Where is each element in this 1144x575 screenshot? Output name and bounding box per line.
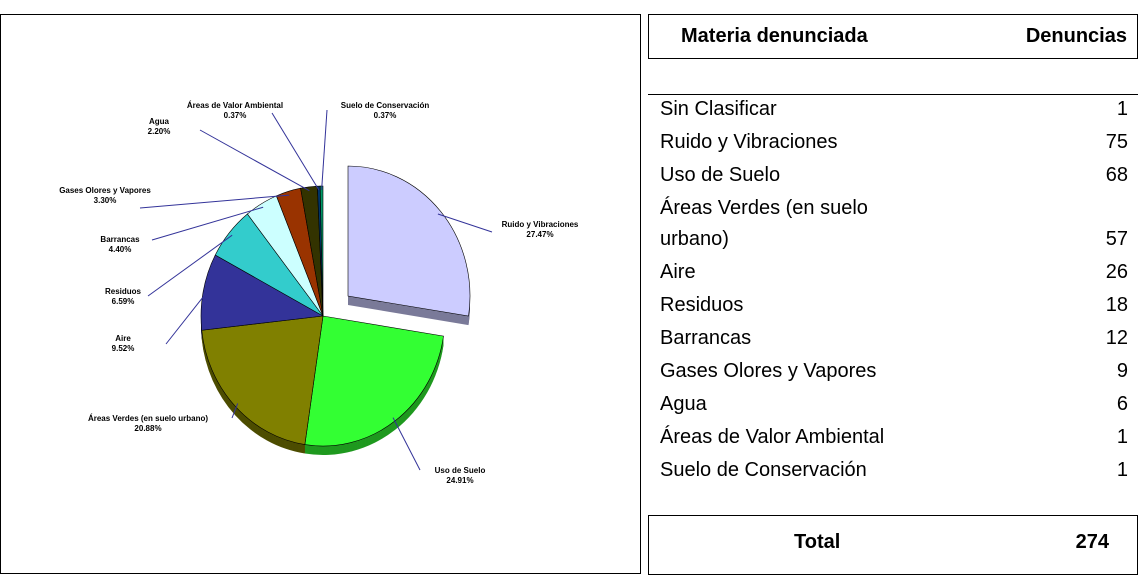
row-name: Residuos	[660, 294, 744, 316]
total-value: 274	[1075, 531, 1109, 553]
row-value: 57	[1105, 228, 1128, 250]
table-row: Residuos 18	[660, 290, 1128, 321]
slice-name: Áreas de Valor Ambiental	[186, 101, 284, 110]
slice-label: Gases Olores y Vapores 3.30%	[40, 186, 170, 206]
table-row: Gases Olores y Vapores 9	[660, 356, 1128, 387]
leader-line	[199, 129, 310, 192]
slice-percent: 2.20%	[147, 127, 171, 136]
table-row: Agua 6	[660, 389, 1128, 420]
slice-percent: 27.47%	[526, 230, 554, 239]
slice-name: Gases Olores y Vapores	[59, 186, 151, 195]
table-row: Áreas de Valor Ambiental 1	[660, 422, 1128, 453]
row-value: 6	[1116, 393, 1128, 415]
row-name: Sin Clasificar	[660, 98, 777, 120]
row-value: 75	[1105, 131, 1128, 153]
slice-percent: 9.52%	[111, 344, 135, 353]
row-name: Ruido y Vibraciones	[660, 131, 838, 153]
slice-name: Barrancas	[100, 235, 140, 244]
table-header: Materia denunciada Denuncias	[648, 14, 1138, 59]
header-cell: Denuncias	[1025, 25, 1127, 47]
slice-name: Suelo de Conservación	[340, 101, 430, 110]
pie-chart	[139, 109, 493, 471]
slice-percent: 0.37%	[373, 111, 397, 120]
table-total: Total 274	[648, 515, 1138, 575]
slice-name: Residuos	[104, 287, 141, 296]
slice	[347, 165, 471, 317]
leader-line	[437, 213, 493, 233]
slice-percent: 6.59%	[111, 297, 135, 306]
slice-name: Áreas Verdes (en suelo urbano)	[87, 414, 209, 423]
leader-line	[139, 194, 290, 209]
leader-line	[321, 109, 328, 190]
row-value: 1	[1116, 98, 1128, 120]
leader-line	[151, 206, 264, 241]
slice-label: Áreas Verdes (en suelo urbano) 20.88%	[83, 414, 213, 434]
table-row: Uso de Suelo 68	[660, 160, 1128, 191]
slice-label: Uso de Suelo 24.91%	[395, 466, 525, 486]
row-value: 26	[1105, 261, 1128, 283]
row-value: 12	[1105, 327, 1128, 349]
slice-label: Barrancas 4.40%	[55, 235, 185, 255]
slice-label: Agua 2.20%	[94, 117, 224, 137]
slice-label: Suelo de Conservación 0.37%	[320, 101, 450, 121]
leader-line	[147, 234, 233, 297]
leader-line	[165, 291, 208, 345]
row-name: Barrancas	[660, 327, 752, 349]
leader-line	[271, 112, 320, 191]
slice-label: Ruido y Vibraciones 27.47%	[475, 220, 605, 240]
slice-percent: 3.30%	[93, 196, 117, 205]
leader-line	[392, 417, 421, 471]
row-value: 9	[1116, 360, 1128, 382]
table-row: Sin Clasificar 1	[660, 94, 1128, 125]
table-row: Suelo de Conservación 1	[660, 455, 1128, 486]
table-row: Ruido y Vibraciones 75	[660, 127, 1128, 158]
row-name: Suelo de Conservación	[660, 459, 867, 481]
slice	[200, 254, 324, 331]
row-name: Aire	[660, 261, 696, 283]
slice	[201, 315, 324, 445]
slice-name: Aire	[115, 334, 131, 343]
row-name: Áreas de Valor Ambiental	[660, 426, 885, 448]
row-name: Agua	[660, 393, 707, 415]
row-name: Uso de Suelo	[660, 164, 781, 186]
table-row: Áreas Verdes (en suelo urbano) 57	[660, 193, 1128, 255]
row-value: 18	[1105, 294, 1128, 316]
slice-name: Ruido y Vibraciones	[501, 220, 579, 229]
row-value: 68	[1105, 164, 1128, 186]
slice-label: Áreas de Valor Ambiental 0.37%	[170, 101, 300, 121]
slice-label: Aire 9.52%	[58, 334, 188, 354]
slice-percent: 20.88%	[134, 424, 162, 433]
rule	[648, 94, 1138, 95]
slice-percent: 4.40%	[108, 245, 132, 254]
row-value: 1	[1116, 426, 1128, 448]
slice	[304, 315, 444, 447]
row-name: Gases Olores y Vapores	[660, 360, 877, 382]
slice-percent: 24.91%	[446, 476, 474, 485]
table-row: Aire 26	[660, 257, 1128, 288]
table-row: Barrancas 12	[660, 323, 1128, 354]
slice-name: Uso de Suelo	[434, 466, 486, 475]
leader-line	[231, 403, 239, 419]
slice-label: Residuos 6.59%	[58, 287, 188, 307]
slice-percent: 0.37%	[223, 111, 247, 120]
total-label: Total	[794, 531, 841, 553]
row-value: 1	[1116, 459, 1128, 481]
header-cell: Materia denunciada	[681, 25, 868, 47]
slice-name: Agua	[149, 117, 169, 126]
row-name: Áreas Verdes (en suelo urbano)	[660, 197, 868, 250]
